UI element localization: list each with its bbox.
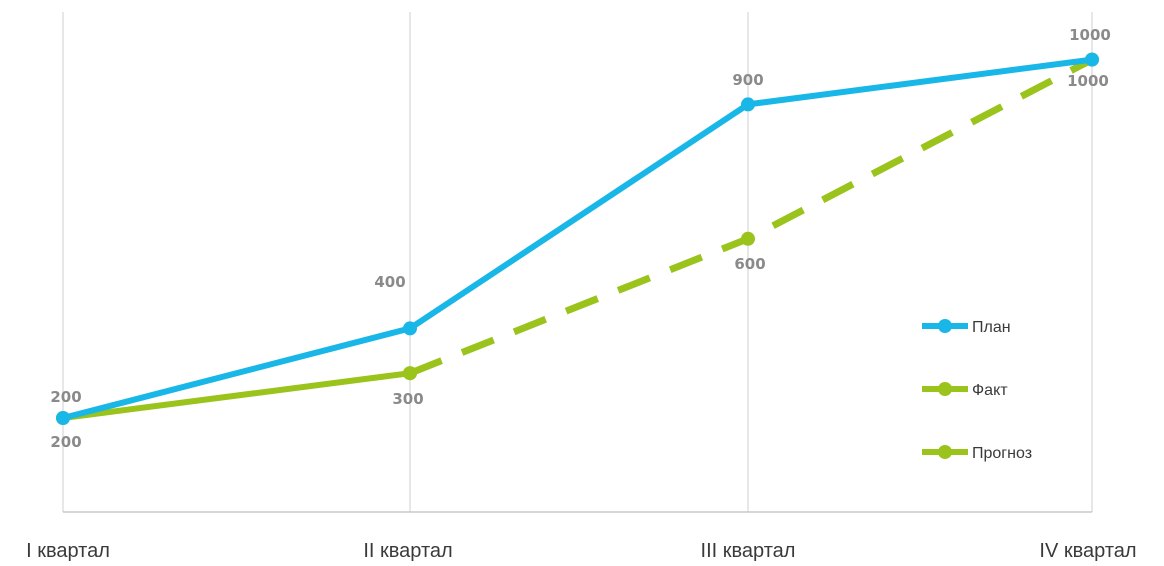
grid-layer <box>63 12 1092 512</box>
data-point <box>741 232 755 246</box>
data-point <box>741 97 755 111</box>
data-label: 200 <box>50 388 81 406</box>
legend-swatch-marker <box>938 382 952 396</box>
data-point <box>56 411 70 425</box>
data-label: 300 <box>392 390 423 408</box>
data-label: 900 <box>732 71 763 89</box>
x-tick-label: IV квартал <box>1039 540 1136 561</box>
data-point <box>403 366 417 380</box>
data-label: 200 <box>50 433 81 451</box>
data-label: 600 <box>734 255 765 273</box>
data-label: 1000 <box>1067 72 1109 90</box>
label-layer: I квартал II квартал III квартал IV квартал… <box>26 26 1136 561</box>
legend: План Факт Прогноз <box>922 319 1032 462</box>
legend-label: План <box>972 319 1011 336</box>
x-tick-label: III квартал <box>701 540 796 561</box>
series-line-Факт <box>63 373 410 418</box>
x-tick-label: I квартал <box>26 540 110 561</box>
legend-label: Факт <box>972 382 1008 399</box>
data-point <box>403 321 417 335</box>
data-point <box>1085 53 1099 67</box>
data-label: 1000 <box>1069 26 1111 44</box>
legend-swatch-marker <box>938 319 952 333</box>
data-label: 400 <box>374 273 405 291</box>
legend-swatch-marker <box>938 445 952 459</box>
x-tick-label: II квартал <box>363 540 452 561</box>
legend-label: Прогноз <box>972 445 1032 462</box>
series-layer <box>56 53 1099 425</box>
series-line-План <box>63 60 1092 418</box>
